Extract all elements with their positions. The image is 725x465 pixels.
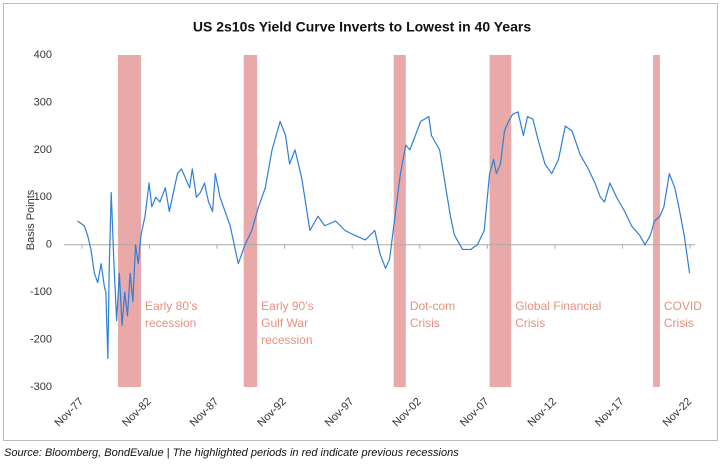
recession-band [653,55,660,387]
y-tick-label: -300 [30,381,52,393]
yield-spread-line [77,111,691,360]
recession-band [243,55,258,387]
recession-label: Global Financial [515,299,601,313]
recession-label: Dot-com [410,299,455,313]
recession-label: Crisis [515,316,545,330]
chart-title: US 2s10s Yield Curve Inverts to Lowest i… [193,19,531,35]
y-axis-label: Basis Points [25,189,37,250]
recession-label: Early 90’s [261,299,313,313]
recession-band [117,55,141,387]
y-tick-label: -100 [30,286,52,298]
recession-band [393,55,406,387]
y-tick-label: 400 [34,49,52,61]
recession-band [489,55,512,387]
y-tick-label: 200 [34,144,52,156]
recession-label: recession [261,333,312,347]
recession-label: recession [145,316,196,330]
recession-label: COVID [664,299,702,313]
y-tick-label: -200 [30,333,52,345]
y-tick-label: 0 [46,239,52,251]
source-note: Source: Bloomberg, BondEvalue | The high… [4,447,459,459]
recession-label: Crisis [664,316,694,330]
recession-label: Gulf War [261,316,308,330]
y-tick-label: 300 [34,96,52,108]
recession-label: Crisis [410,316,440,330]
y-tick-label: 100 [34,191,52,203]
recession-label: Early 80’s [145,299,197,313]
